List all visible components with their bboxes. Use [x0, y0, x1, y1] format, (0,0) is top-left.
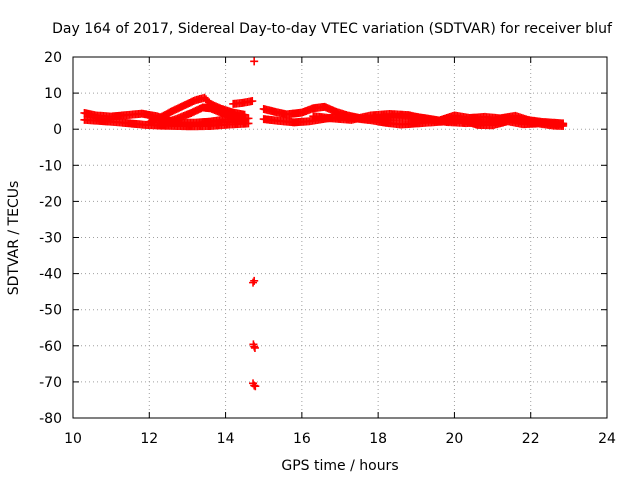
data-point: [559, 119, 568, 128]
data-point: [250, 276, 259, 285]
x-tick-label: 16: [293, 431, 311, 447]
x-tick-label: 18: [369, 431, 387, 447]
x-tick-label: 20: [446, 431, 464, 447]
x-tick-label: 22: [522, 431, 540, 447]
y-tick-label: -40: [39, 267, 62, 283]
x-tick-label: 12: [140, 431, 158, 447]
y-tick-label: -20: [39, 194, 62, 210]
y-tick-label: 10: [44, 86, 62, 102]
y-tick-label: -30: [39, 231, 62, 247]
y-tick-label: 0: [53, 122, 62, 138]
data-point: [250, 343, 259, 352]
ticks: [72, 56, 608, 419]
data-point: [248, 97, 257, 106]
x-tick-label: 14: [217, 431, 235, 447]
x-axis-label: GPS time / hours: [281, 458, 398, 474]
data-point: [251, 382, 260, 391]
y-tick-label: -80: [39, 411, 62, 427]
data-point: [249, 278, 258, 287]
data-point: [250, 57, 259, 66]
x-tick-label: 24: [598, 431, 616, 447]
y-axis-label: SDTVAR / TECUs: [6, 181, 22, 296]
data-marks: [80, 57, 568, 391]
y-tick-label: 20: [44, 50, 62, 66]
x-tick-label: 10: [64, 431, 82, 447]
chart-title: Day 164 of 2017, Sidereal Day-to-day VTE…: [52, 21, 613, 37]
data-point: [240, 116, 249, 125]
tick-labels: 10 12 14 16 18 20 22 24 20 10 0 -10 -20 -30 -40 -50 -60 -…: [39, 50, 616, 447]
y-tick-label: -50: [39, 303, 62, 319]
y-tick-label: -60: [39, 339, 62, 355]
y-tick-label: -10: [39, 158, 62, 174]
y-tick-label: -70: [39, 375, 62, 391]
